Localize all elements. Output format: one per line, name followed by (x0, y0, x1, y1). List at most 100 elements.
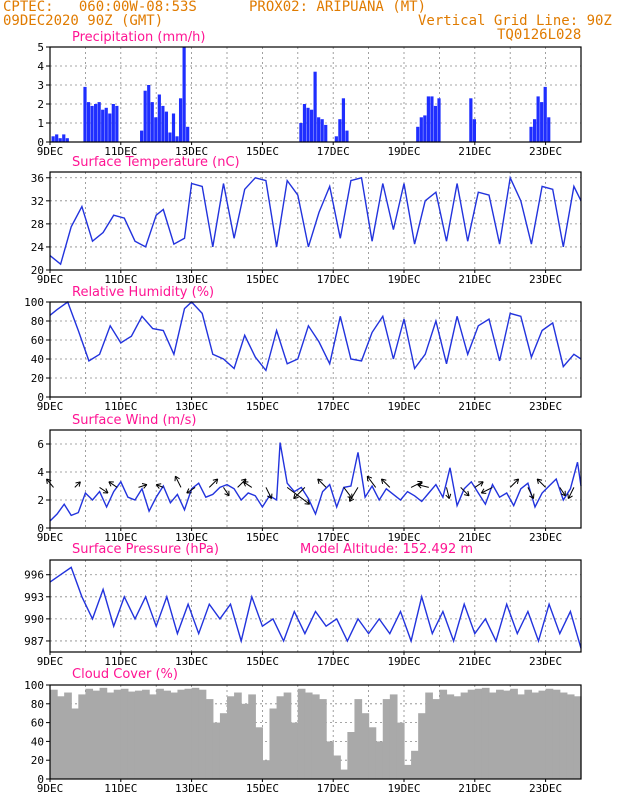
precip-bar (161, 105, 165, 142)
precip-bar (154, 117, 158, 142)
cloud-cover-bar (64, 692, 72, 779)
y-tick-label: 993 (24, 591, 44, 604)
wind-vector (366, 475, 377, 488)
panel-1: 0 1 2 3 4 5 9DEC 11DEC 13DEC 15DEC 17DEC 19DEC 21DEC… (37, 30, 582, 158)
precip-bar (65, 138, 69, 142)
panel-6: 0 20 40 60 80 100 9DEC 11DEC 13DEC 15DEC 17DEC 19DE… (24, 667, 582, 795)
x-tick-label: 23DEC (529, 655, 562, 668)
precip-bar (111, 104, 115, 142)
wind-vector-head (567, 493, 573, 500)
panel-frame (49, 429, 582, 529)
precip-bar (532, 119, 537, 142)
x-tick-label: 15DEC (246, 400, 279, 413)
x-tick-label: 21DEC (458, 655, 491, 668)
cloud-cover-bar (566, 694, 575, 779)
x-tick-label: 19DEC (387, 782, 420, 795)
precip-bar (115, 105, 119, 142)
cloud-cover-bar (57, 696, 65, 779)
wind-vector (559, 487, 566, 497)
x-tick-label: 13DEC (175, 655, 208, 668)
cloud-cover-bar (496, 689, 504, 779)
wind-vector (286, 486, 310, 505)
x-tick-label: 17DEC (317, 273, 350, 286)
cloud-cover-bar (573, 696, 582, 779)
x-tick-label: 17DEC (317, 782, 350, 795)
precip-bar (317, 117, 321, 142)
precip-bar (164, 111, 169, 142)
wind-vector-head (242, 481, 249, 487)
cloud-cover-bar (85, 688, 94, 779)
header-vertical-grid-note: Vertical Grid Line: 90Z (418, 13, 612, 29)
x-tick-label: 11DEC (104, 273, 137, 286)
wind-vector-head (349, 496, 355, 502)
x-tick-label: 13DEC (175, 273, 208, 286)
cloud-cover-bar (460, 692, 469, 779)
wind-vector (567, 487, 575, 499)
cloud-cover-bar (170, 692, 179, 779)
precip-bar (108, 113, 112, 142)
wind-vector (156, 484, 164, 488)
cloud-cover-bar (297, 688, 306, 779)
x-tick-label: 9DEC (37, 273, 64, 286)
precip-bar (178, 98, 183, 142)
cloud-cover-bar (262, 760, 271, 779)
precip-bar (104, 107, 108, 142)
cloud-cover-bar (439, 689, 448, 779)
precip-bar (302, 104, 307, 142)
precip-bar (334, 136, 338, 142)
cloud-cover-bar (389, 694, 398, 779)
x-tick-label: 11DEC (104, 655, 137, 668)
wind-vector (174, 475, 182, 488)
precip-bar (320, 119, 324, 142)
precip-bar (83, 86, 87, 142)
wind-vector-head (293, 493, 299, 500)
x-tick-label: 15DEC (246, 655, 279, 668)
wind-vector (108, 481, 118, 488)
series-line (49, 442, 582, 522)
wind-vector-head (75, 481, 81, 487)
cloud-cover-bar (290, 722, 299, 779)
cloud-cover-bar (120, 688, 129, 779)
panel-subtitle: Model Altitude: 152.492 m (300, 542, 473, 557)
wind-vector (208, 478, 219, 488)
y-tick-label: 4 (37, 60, 44, 73)
wind-vector (223, 487, 230, 497)
precip-bar (150, 102, 154, 142)
x-tick-label: 11DEC (104, 145, 137, 158)
cloud-cover-bar (241, 703, 249, 779)
x-tick-label: 13DEC (175, 400, 208, 413)
y-tick-label: 40 (31, 353, 44, 366)
precip-bar (90, 105, 94, 142)
cloud-cover-bar (276, 696, 285, 779)
x-tick-label: 9DEC (37, 531, 64, 544)
cloud-cover-bar (283, 692, 292, 779)
series-line (49, 175, 582, 266)
cloud-cover-bar (524, 689, 533, 779)
precip-bar (419, 117, 423, 142)
cloud-cover-bar (163, 690, 171, 779)
wind-vector-head (212, 478, 219, 484)
y-tick-label: 0 (37, 773, 44, 786)
precip-bar (529, 126, 533, 142)
x-tick-label: 21DEC (458, 273, 491, 286)
x-tick-label: 15DEC (246, 531, 279, 544)
cloud-cover-bar (432, 699, 440, 779)
precip-bar (86, 102, 91, 142)
precip-bar (341, 98, 346, 142)
x-tick-label: 9DEC (37, 145, 64, 158)
cloud-cover-bar (517, 694, 525, 779)
panel-title: Relative Humidity (%) (72, 285, 214, 300)
x-tick-label: 13DEC (175, 145, 208, 158)
wind-vector-head (380, 478, 387, 484)
cloud-cover-bar (545, 688, 554, 779)
cloud-cover-bar (552, 689, 561, 779)
x-tick-label: 23DEC (529, 145, 562, 158)
precip-bar (55, 134, 59, 142)
cloud-cover-bar (474, 688, 483, 779)
cloud-cover-bar (156, 688, 164, 779)
y-tick-label: 990 (24, 613, 44, 626)
precip-bar (469, 98, 473, 142)
precip-bar (426, 96, 430, 142)
panel-frame (49, 171, 582, 271)
